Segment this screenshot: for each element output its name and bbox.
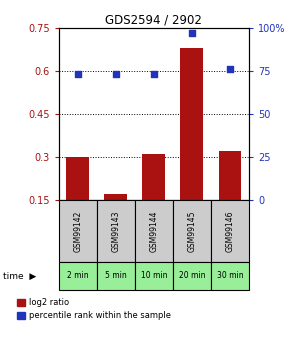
Bar [219, 151, 241, 200]
Legend: log2 ratio, percentile rank within the sample: log2 ratio, percentile rank within the s… [16, 297, 172, 321]
Bar [66, 157, 89, 200]
Bar [97, 200, 135, 262]
Text: time  ▶: time ▶ [3, 272, 36, 280]
Bar [135, 200, 173, 262]
Bar [59, 262, 97, 290]
Bar [211, 262, 249, 290]
Bar [173, 200, 211, 262]
Text: GSM99146: GSM99146 [226, 210, 234, 252]
Bar [211, 200, 249, 262]
Point [190, 30, 194, 36]
Point [75, 71, 80, 77]
Text: GSM99143: GSM99143 [111, 210, 120, 252]
Point [113, 71, 118, 77]
Bar [97, 262, 135, 290]
Bar [135, 262, 173, 290]
Bar [180, 48, 203, 200]
Point [228, 66, 232, 72]
Text: GSM99142: GSM99142 [73, 210, 82, 252]
Bar [142, 154, 165, 200]
Bar [59, 200, 97, 262]
Text: 5 min: 5 min [105, 272, 127, 280]
Title: GDS2594 / 2902: GDS2594 / 2902 [105, 13, 202, 27]
Text: GSM99144: GSM99144 [149, 210, 158, 252]
Point [151, 71, 156, 77]
Bar [173, 262, 211, 290]
Text: GSM99145: GSM99145 [188, 210, 196, 252]
Text: 20 min: 20 min [179, 272, 205, 280]
Text: 10 min: 10 min [141, 272, 167, 280]
Bar [104, 194, 127, 200]
Text: 30 min: 30 min [217, 272, 243, 280]
Text: 2 min: 2 min [67, 272, 88, 280]
